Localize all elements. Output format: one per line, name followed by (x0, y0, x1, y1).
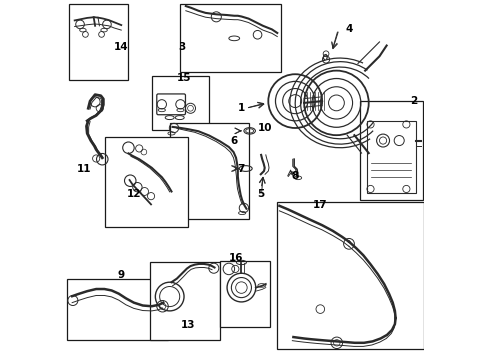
Text: 10: 10 (257, 123, 272, 133)
Text: 4: 4 (345, 24, 353, 35)
Text: 9: 9 (118, 270, 125, 280)
Bar (68, 279, 168, 339)
Bar (105, 137, 188, 226)
Text: 15: 15 (177, 73, 191, 83)
Text: 6: 6 (231, 136, 238, 145)
Bar (150, 262, 220, 339)
Text: 11: 11 (76, 164, 91, 174)
Text: 8: 8 (292, 171, 299, 181)
Bar (170, 123, 248, 220)
Bar (69, 4, 128, 80)
Text: 2: 2 (410, 96, 417, 106)
Text: 12: 12 (126, 189, 141, 199)
Bar (152, 76, 209, 130)
Bar (360, 101, 422, 200)
Text: 1: 1 (238, 103, 245, 113)
Text: 3: 3 (178, 42, 185, 52)
Bar (220, 261, 270, 327)
Text: 5: 5 (258, 189, 265, 199)
Text: 16: 16 (229, 253, 243, 263)
Text: 13: 13 (180, 320, 195, 330)
Text: 14: 14 (114, 42, 128, 52)
Bar (277, 202, 423, 348)
Text: 17: 17 (313, 200, 328, 210)
Bar (180, 4, 281, 72)
Text: 7: 7 (238, 164, 245, 174)
Bar (367, 121, 416, 193)
